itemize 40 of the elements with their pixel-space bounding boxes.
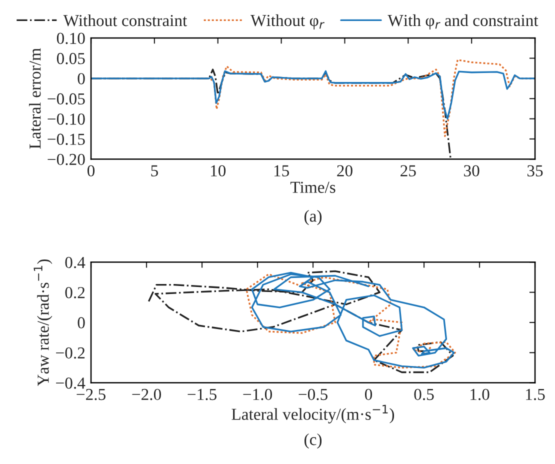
x-tick-label: −1.0 bbox=[243, 388, 272, 400]
x-tick-label: −2.5 bbox=[76, 388, 106, 400]
y-axis-title: Yaw rate/(rad·s$^{−1}$) bbox=[34, 259, 52, 386]
y-tick-label: −0.2 bbox=[56, 347, 85, 359]
x-tick-label: 20 bbox=[337, 165, 352, 176]
legend-label: Without φ$_{r}$ bbox=[250, 14, 324, 30]
x-tick-label: 15 bbox=[274, 165, 289, 176]
y-tick-label: 0.2 bbox=[65, 287, 85, 298]
x-tick-label: 1.5 bbox=[526, 388, 545, 400]
y-tick-label: 0.10 bbox=[56, 32, 85, 44]
x-tick-label: 0 bbox=[364, 388, 372, 400]
x-tick-label: −1.5 bbox=[188, 388, 216, 400]
y-tick-label: 0 bbox=[78, 73, 85, 84]
legend-label: With φ$_{r}$ and constraint bbox=[388, 14, 538, 30]
y-tick-label: −0.20 bbox=[48, 154, 85, 166]
y-tick-label: −0.10 bbox=[48, 113, 85, 125]
x-tick-label: 1.0 bbox=[470, 388, 490, 400]
x-axis-title: Lateral velocity/(m·s$^{−1}$) bbox=[232, 404, 394, 424]
x-tick-label: 10 bbox=[211, 165, 226, 176]
text: (a) bbox=[304, 210, 322, 226]
x-tick-label: 5 bbox=[151, 165, 158, 176]
x-tick-label: −0.5 bbox=[298, 388, 328, 400]
y-tick-label: −0.05 bbox=[48, 93, 85, 105]
x-tick-label: 30 bbox=[464, 165, 480, 176]
x-tick-label: −2.0 bbox=[132, 388, 161, 400]
legend-label: Without constraint bbox=[63, 14, 188, 26]
y-axis-title: Lateral error/m bbox=[29, 48, 41, 149]
x-tick-label: 35 bbox=[527, 165, 543, 176]
x-tick-label: 25 bbox=[400, 165, 416, 176]
y-tick-label: 0.4 bbox=[65, 256, 86, 268]
y-tick-label: 0 bbox=[78, 317, 85, 328]
line-series bbox=[148, 270, 454, 374]
x-tick-label: 0.5 bbox=[414, 388, 434, 400]
text: (c) bbox=[304, 433, 322, 449]
line-series bbox=[91, 70, 536, 120]
x-tick-label: 0 bbox=[87, 165, 95, 176]
x-axis-title: Time/s bbox=[290, 182, 336, 193]
y-tick-label: −0.4 bbox=[56, 378, 86, 389]
y-tick-label: −0.15 bbox=[48, 134, 85, 145]
y-tick-label: 0.05 bbox=[56, 52, 85, 64]
